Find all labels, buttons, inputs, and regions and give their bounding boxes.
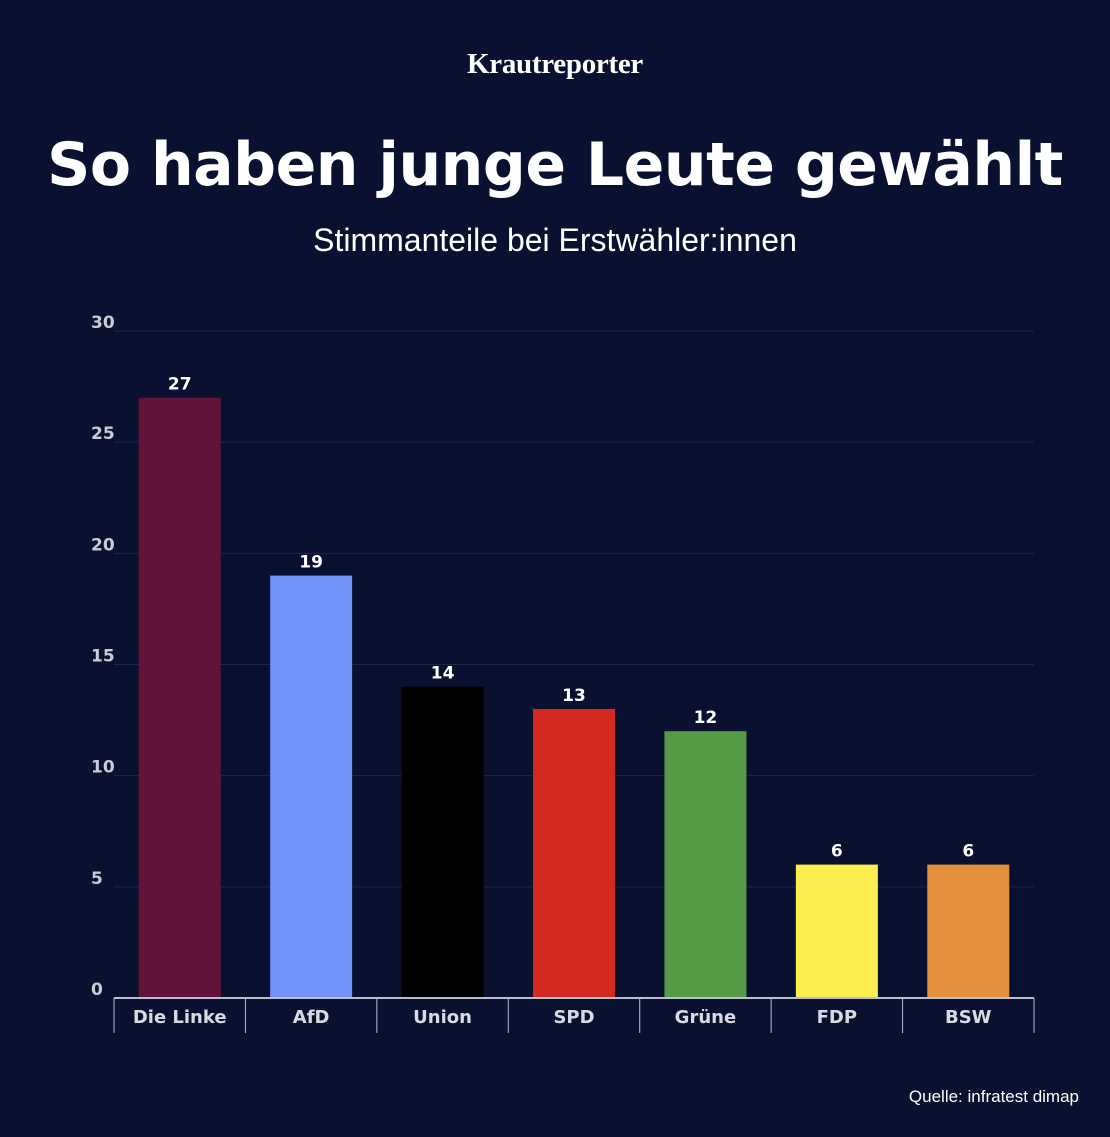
category-label: Union	[413, 1007, 472, 1028]
bars	[138, 397, 1010, 998]
y-tick-label: 5	[91, 869, 103, 889]
value-label: 14	[431, 664, 455, 684]
value-label: 6	[831, 842, 843, 862]
bar-bsw	[927, 864, 1010, 998]
chart-subtitle: Stimmanteile bei Erstwähler:innen	[313, 222, 797, 258]
source-note: Quelle: infratest dimap	[908, 1087, 1079, 1106]
chart-title: So haben junge Leute gewählt	[47, 130, 1063, 200]
brand-logo: Krautreporter	[467, 48, 643, 80]
grid-lines	[114, 330, 1034, 888]
value-label: 13	[562, 686, 586, 706]
value-label: 6	[962, 842, 974, 862]
y-axis-ticks: 0 5 10 15 20 25 30	[91, 313, 115, 1000]
bar-union	[401, 686, 484, 998]
value-label: 12	[694, 708, 718, 728]
bar-afd	[270, 575, 353, 998]
category-label: FDP	[817, 1007, 857, 1028]
category-label: AfD	[293, 1007, 330, 1028]
x-axis: Die Linke AfD Union SPD Grüne FDP BSW	[113, 997, 1035, 1033]
category-label: BSW	[945, 1007, 992, 1028]
y-tick-label: 15	[91, 647, 115, 667]
value-labels: 27 19 14 13 12 6 6	[168, 375, 974, 862]
y-tick-label: 10	[91, 758, 115, 778]
category-label: Die Linke	[133, 1007, 227, 1028]
bar-spd	[533, 708, 615, 998]
value-label: 19	[299, 553, 323, 573]
category-label: SPD	[553, 1007, 594, 1028]
y-tick-label: 25	[91, 424, 115, 444]
y-tick-label: 20	[91, 535, 115, 555]
y-tick-label: 0	[91, 980, 103, 1000]
y-tick-label: 30	[91, 313, 115, 333]
bar-grüne	[664, 731, 747, 998]
value-label: 27	[168, 375, 192, 395]
bar-fdp	[795, 864, 878, 998]
bar-die-linke	[138, 397, 221, 998]
category-label: Grüne	[675, 1007, 737, 1028]
